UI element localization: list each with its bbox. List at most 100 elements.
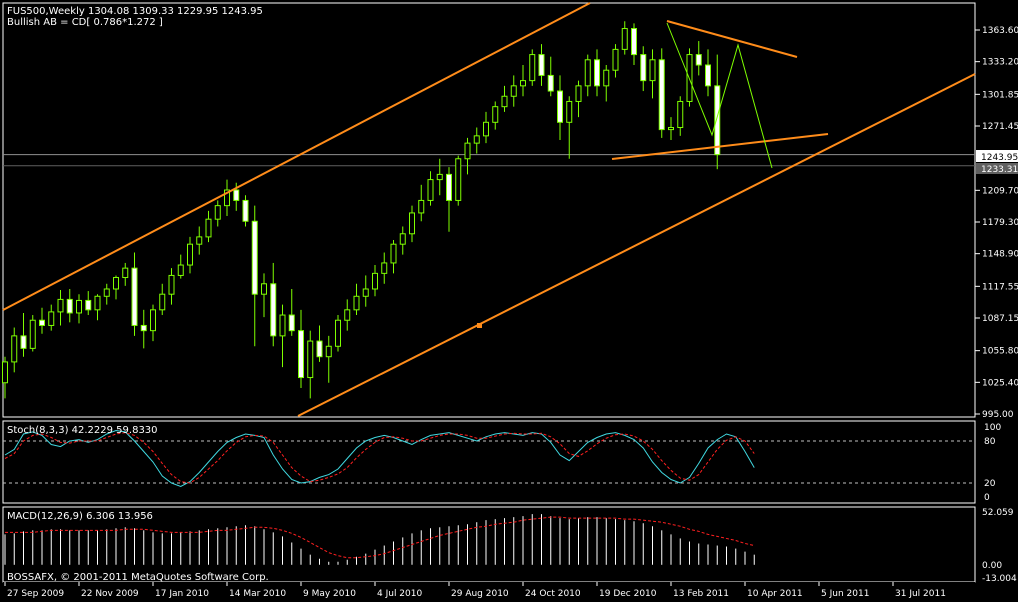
candle-body-bull [520, 80, 526, 87]
candle-body-bear [242, 199, 249, 222]
candle [325, 335, 332, 383]
macd-histogram [4, 514, 755, 565]
candle [695, 41, 702, 76]
candle-body-bear [131, 267, 138, 326]
candle-body-bull [335, 319, 341, 347]
candle [177, 254, 184, 279]
candle [29, 315, 36, 352]
candle [196, 226, 203, 255]
macd-tick-label: 0.00 [982, 561, 1002, 571]
candle [557, 75, 563, 141]
candles-group [2, 21, 721, 399]
candle [427, 171, 434, 206]
candle [575, 80, 582, 118]
candle [594, 49, 600, 97]
candle [57, 290, 64, 326]
candle-body-bull [372, 272, 378, 290]
candle [11, 327, 18, 373]
triangle-lower-line [611, 133, 829, 160]
candle-body-bull [196, 236, 203, 245]
candle-body-bull [501, 95, 508, 108]
candle-body-bull [473, 135, 480, 144]
candle-body-bull [483, 121, 489, 137]
candle [288, 288, 295, 336]
candle [714, 54, 721, 170]
candle-body-bear [66, 298, 73, 314]
price-tick-label: 995.00 [982, 410, 1014, 420]
candle [640, 46, 647, 92]
candle [473, 127, 480, 154]
time-tick-label: 4 Jul 2010 [377, 589, 422, 599]
price-tick-label: 1148.90 [982, 250, 1018, 260]
candle-body-bull [205, 218, 212, 238]
candle-body-bull [279, 314, 286, 337]
stoch-lines [3, 429, 975, 488]
candle-body-bull [436, 173, 443, 181]
candle [390, 240, 397, 274]
candle-body-bull [381, 262, 388, 274]
candle [529, 49, 536, 86]
price-tick-label: 1209.70 [982, 186, 1018, 196]
candle-body-bull [11, 335, 18, 363]
candle [603, 65, 610, 102]
candle-body-bear [631, 28, 637, 56]
candle [242, 195, 249, 227]
candle [214, 200, 221, 227]
candle [279, 304, 286, 368]
candle [538, 44, 545, 86]
price-tick-label: 1025.40 [982, 378, 1018, 388]
chart-title: FUS500,Weekly 1304.08 1309.33 1229.95 12… [7, 6, 263, 17]
candle-body-bull [399, 233, 406, 245]
macd-tick-label: -13.004 [982, 574, 1017, 584]
candle-body-bull [529, 54, 536, 82]
candle [668, 117, 674, 141]
candle-body-bull [48, 311, 55, 326]
candle-body-bear [251, 220, 258, 295]
candle [251, 205, 258, 347]
candle [621, 21, 628, 55]
candle [85, 291, 92, 316]
candle [483, 111, 489, 144]
candle [446, 167, 452, 232]
time-tick-label: 27 Sep 2009 [7, 589, 64, 599]
candle-body-bull [427, 179, 434, 201]
candle [270, 262, 277, 347]
candle-body-bull [113, 277, 119, 290]
candle-body-bear [288, 314, 295, 332]
candle-body-bull [353, 295, 360, 311]
trendlines [2, 2, 976, 417]
candle-body-bear [20, 335, 27, 349]
price-tick-label: 1333.20 [982, 58, 1018, 68]
channel-anchor-point[interactable] [477, 323, 482, 328]
candle-body-bear [233, 189, 240, 201]
time-tick-label: 17 Jan 2010 [155, 589, 209, 599]
candle-body-bear [538, 54, 545, 76]
candle-body-bull [510, 85, 517, 97]
candle-body-bull [307, 340, 314, 379]
triangle-upper-line [666, 20, 798, 58]
candle [686, 48, 693, 107]
candle [584, 54, 591, 97]
price-tick-label: 1301.85 [982, 90, 1018, 100]
time-tick-label: 22 Nov 2009 [81, 589, 139, 599]
stoch-k-line [4, 429, 755, 488]
candle [566, 96, 573, 159]
candle [399, 226, 406, 255]
candle [2, 356, 8, 399]
candle [658, 48, 665, 138]
candle-body-bull [677, 100, 684, 129]
stoch-tick-label: 20 [984, 479, 996, 489]
candle [307, 330, 314, 399]
price-tick-label: 1117.55 [982, 282, 1018, 292]
candle-body-bear [39, 319, 45, 326]
candle-body-bull [150, 309, 156, 332]
time-axis: 27 Sep 2009 22 Nov 2009 17 Jan 2010 14 Mar … [4, 582, 946, 599]
candle-body-bull [177, 264, 184, 276]
candle-body-bull [566, 100, 573, 123]
price-tick-label: 1087.15 [982, 314, 1018, 324]
candle [298, 309, 304, 388]
candle-body-bull [492, 106, 499, 123]
price-tick-label: 1179.30 [982, 218, 1018, 228]
time-tick-label: 13 Feb 2011 [673, 589, 729, 599]
